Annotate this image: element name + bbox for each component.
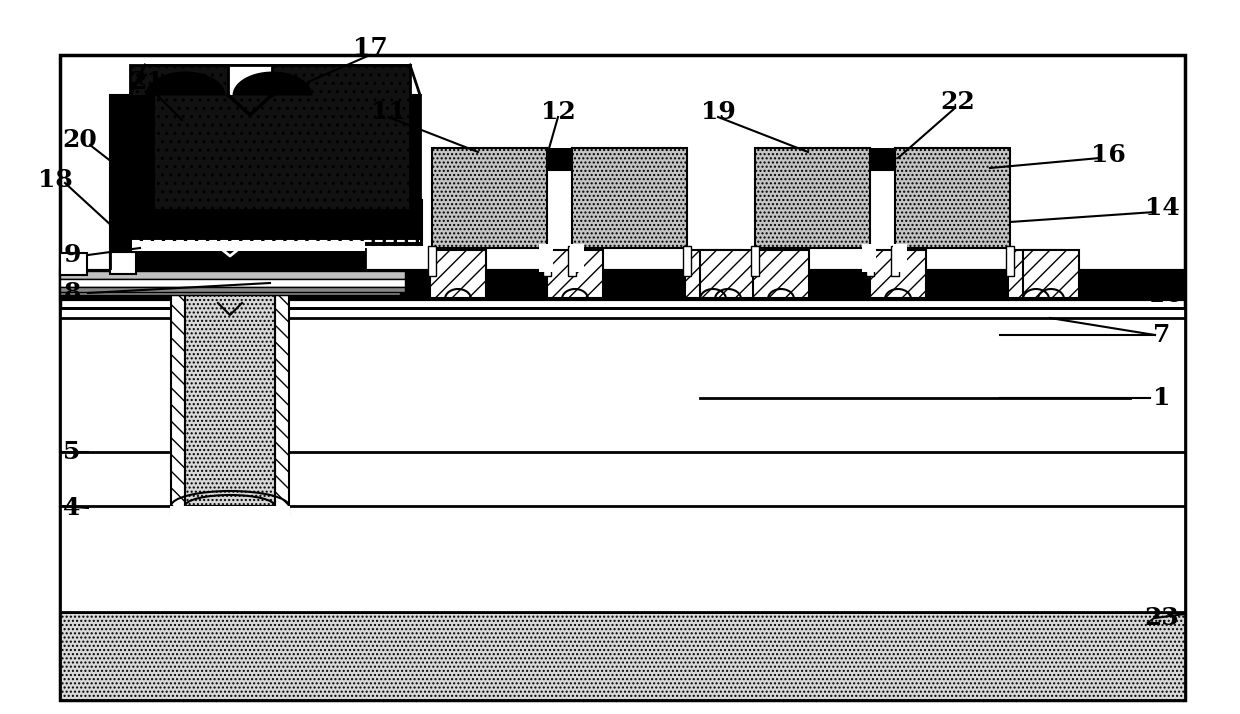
Bar: [60, 279, 405, 287]
Bar: [228, 65, 272, 95]
Bar: [870, 148, 895, 170]
Text: 12: 12: [541, 100, 575, 124]
Text: 10: 10: [1148, 283, 1183, 307]
Bar: [60, 253, 87, 275]
Bar: [1008, 250, 1064, 298]
Bar: [683, 246, 691, 276]
Bar: [572, 148, 687, 248]
Text: 9: 9: [63, 243, 81, 267]
Bar: [684, 250, 742, 298]
Text: 18: 18: [37, 168, 72, 192]
Bar: [110, 252, 136, 274]
Bar: [547, 148, 572, 170]
Bar: [60, 612, 1185, 700]
Bar: [60, 287, 405, 292]
Bar: [895, 148, 1011, 248]
Bar: [870, 250, 926, 298]
Bar: [866, 246, 874, 276]
Bar: [1023, 250, 1079, 298]
Bar: [430, 250, 486, 298]
Bar: [701, 250, 756, 298]
Bar: [742, 270, 1187, 300]
Bar: [420, 270, 785, 300]
Bar: [110, 200, 365, 268]
Bar: [547, 250, 603, 298]
Bar: [543, 246, 551, 276]
Text: 11: 11: [371, 100, 405, 124]
Bar: [275, 295, 289, 514]
Bar: [60, 271, 405, 279]
Bar: [862, 244, 875, 272]
Bar: [60, 270, 1185, 300]
Text: 17: 17: [352, 36, 387, 60]
Bar: [365, 200, 422, 245]
Text: 14: 14: [1145, 196, 1179, 220]
Bar: [170, 506, 290, 521]
Bar: [570, 244, 584, 272]
Bar: [428, 246, 436, 276]
Bar: [753, 250, 808, 298]
Text: 16: 16: [1091, 143, 1126, 167]
Text: 21: 21: [130, 70, 165, 94]
Bar: [185, 295, 275, 506]
Bar: [755, 148, 870, 248]
Bar: [131, 241, 365, 251]
Bar: [539, 244, 553, 272]
Bar: [60, 270, 1185, 300]
Text: 23: 23: [1145, 606, 1179, 630]
Bar: [110, 95, 420, 200]
Bar: [60, 308, 1185, 612]
Text: 20: 20: [63, 128, 98, 152]
Text: 4: 4: [63, 496, 81, 520]
Bar: [751, 246, 759, 276]
Bar: [60, 279, 401, 287]
Bar: [892, 246, 899, 276]
Bar: [130, 65, 410, 210]
Bar: [110, 95, 155, 210]
Bar: [568, 246, 577, 276]
Bar: [60, 271, 401, 279]
Bar: [171, 295, 185, 514]
Bar: [1006, 246, 1014, 276]
Text: 5: 5: [63, 440, 81, 464]
Text: 1: 1: [1153, 386, 1171, 410]
Bar: [893, 244, 906, 272]
Bar: [60, 287, 401, 295]
Bar: [432, 148, 547, 248]
Text: 8: 8: [63, 281, 81, 305]
Text: 7: 7: [1153, 323, 1171, 347]
Text: 19: 19: [701, 100, 735, 124]
Text: 22: 22: [941, 90, 976, 114]
